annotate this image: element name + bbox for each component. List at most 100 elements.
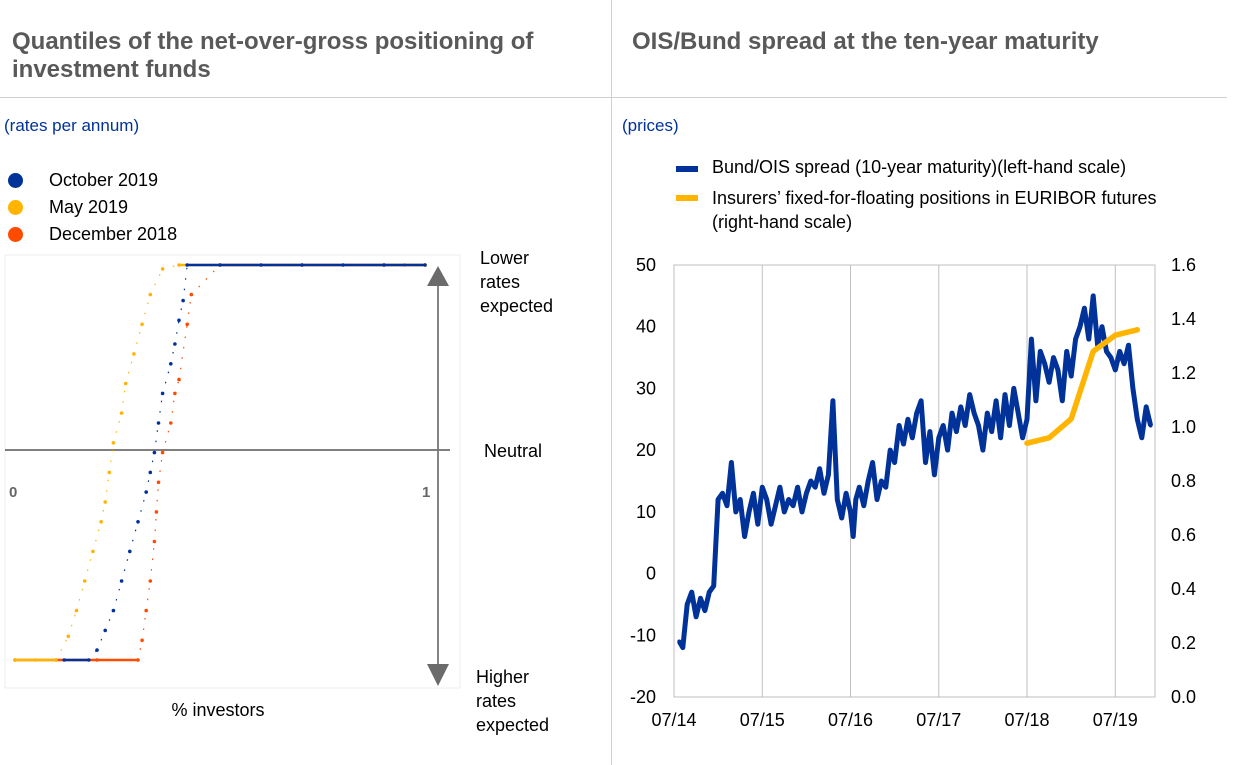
bund-ois-point bbox=[892, 460, 897, 465]
x-tick-label: 07/15 bbox=[740, 710, 785, 730]
quantile-segment bbox=[153, 511, 157, 542]
series-october-2019 bbox=[62, 263, 427, 662]
quantile-segment bbox=[112, 412, 123, 443]
y-left-tick-label: 20 bbox=[636, 440, 656, 460]
quantile-point bbox=[111, 441, 116, 445]
right-title-rule bbox=[612, 97, 1227, 98]
quantile-segment bbox=[108, 442, 114, 473]
y-right-tick-label: 0.8 bbox=[1171, 471, 1196, 491]
bund-ois-point bbox=[1055, 367, 1060, 372]
bund-ois-point bbox=[941, 423, 946, 428]
bund-ois-point bbox=[738, 497, 743, 502]
bund-ois-point bbox=[698, 596, 703, 601]
bund-ois-point bbox=[1144, 404, 1149, 409]
quantile-point bbox=[91, 549, 95, 554]
quantile-segment bbox=[182, 264, 188, 301]
bund-ois-point bbox=[967, 392, 972, 397]
bund-ois-point bbox=[716, 497, 721, 502]
bund-ois-point bbox=[1113, 367, 1118, 372]
bund-ois-point bbox=[764, 497, 769, 502]
y-left-tick-label: 0 bbox=[646, 564, 656, 584]
quantile-segment bbox=[153, 422, 160, 453]
bund-ois-point bbox=[777, 485, 782, 490]
legend-item-october-2019: October 2019 bbox=[8, 170, 158, 191]
bund-ois-point bbox=[1073, 337, 1078, 342]
x-tick-label: 07/16 bbox=[828, 710, 873, 730]
quantile-point bbox=[173, 391, 177, 396]
y-right-tick-label: 0.0 bbox=[1171, 687, 1196, 707]
legend-item-may-2019: May 2019 bbox=[8, 197, 128, 218]
left-chart-title: Quantiles of the net-over-gross position… bbox=[12, 28, 534, 83]
bund-ois-point bbox=[677, 639, 682, 644]
bund-ois-point bbox=[998, 435, 1003, 440]
bund-ois-point bbox=[839, 516, 844, 520]
bund-ois-point bbox=[954, 429, 959, 434]
legend-item-insurers: Insurers’ fixed-for-floating positions i… bbox=[676, 186, 1157, 234]
bund-ois-point bbox=[958, 404, 963, 409]
bund-ois-point bbox=[1078, 324, 1082, 329]
bund-ois-point bbox=[950, 411, 954, 416]
series-december-2018 bbox=[13, 263, 427, 662]
bund-ois-point bbox=[1086, 337, 1091, 342]
insurers-point bbox=[1134, 327, 1140, 333]
bund-ois-point bbox=[680, 645, 685, 650]
bund-ois-point bbox=[1130, 386, 1135, 391]
quantile-segment bbox=[104, 472, 110, 503]
series-bund-ois-spread-line bbox=[677, 293, 1154, 651]
bund-ois-point bbox=[729, 460, 734, 465]
quantile-point bbox=[144, 490, 148, 494]
quantile-segment bbox=[190, 264, 221, 296]
arrow-up-icon bbox=[427, 266, 449, 286]
bund-ois-point bbox=[875, 497, 879, 502]
x-tick-label: 07/19 bbox=[1093, 710, 1138, 730]
y-right-tick-label: 1.6 bbox=[1171, 255, 1196, 275]
bund-ois-point bbox=[830, 398, 835, 403]
bund-ois-point bbox=[1082, 306, 1087, 311]
bund-ois-point bbox=[910, 435, 915, 440]
bund-ois-point bbox=[795, 485, 800, 490]
quantile-segment bbox=[67, 610, 78, 637]
bund-ois-point bbox=[1011, 386, 1016, 391]
legend-item-bund-ois: Bund/OIS spread (10-year maturity)(left-… bbox=[676, 157, 1126, 178]
bund-ois-point bbox=[914, 411, 919, 416]
bund-ois-point bbox=[1148, 423, 1153, 428]
bund-ois-point bbox=[1135, 417, 1140, 422]
bund-ois-point bbox=[1047, 380, 1052, 385]
quantile-segment bbox=[174, 320, 180, 345]
quantile-point bbox=[132, 352, 136, 356]
quantile-segment bbox=[55, 636, 69, 661]
bund-ois-point bbox=[782, 509, 787, 514]
bund-ois-point bbox=[786, 497, 791, 502]
bund-ois-point bbox=[976, 423, 981, 428]
bund-ois-point bbox=[742, 534, 747, 539]
bund-ois-point bbox=[760, 485, 765, 490]
bund-ois-point bbox=[1126, 343, 1131, 348]
left-title-rule bbox=[0, 97, 611, 98]
quantile-point bbox=[160, 267, 165, 271]
bund-ois-point bbox=[1007, 423, 1012, 428]
quantile-point bbox=[160, 450, 165, 455]
quantile-segment bbox=[149, 268, 164, 295]
quantile-point bbox=[148, 470, 153, 475]
bund-ois-point bbox=[1020, 435, 1025, 440]
annotation-neutral: Neutral bbox=[484, 441, 543, 461]
legend-marker bbox=[676, 166, 698, 172]
y-left-tick-label: -10 bbox=[630, 625, 656, 645]
bund-ois-point bbox=[751, 491, 756, 496]
bund-ois-point bbox=[932, 472, 937, 477]
bund-ois-point bbox=[773, 503, 778, 508]
bund-ois-point bbox=[851, 534, 856, 539]
bund-ois-point bbox=[857, 485, 862, 490]
bund-ois-point bbox=[707, 590, 712, 595]
bund-ois-point bbox=[1033, 398, 1038, 403]
quantile-point bbox=[152, 450, 157, 455]
bund-ois-point bbox=[689, 590, 694, 595]
insurers-point bbox=[1090, 348, 1096, 354]
bund-ois-point bbox=[808, 479, 813, 483]
bund-ois-point bbox=[694, 614, 699, 619]
quantile-segment bbox=[155, 482, 160, 512]
bund-ois-point bbox=[1025, 417, 1029, 422]
insurers-point bbox=[1112, 332, 1118, 338]
insurers-point bbox=[1068, 416, 1074, 422]
quantile-segment bbox=[178, 324, 188, 380]
